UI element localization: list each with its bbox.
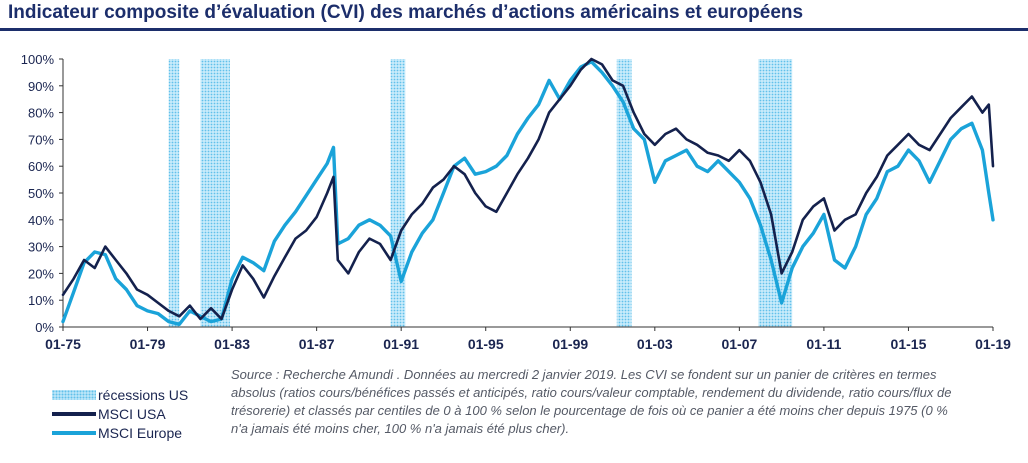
y-tick-label: 80% — [28, 106, 54, 121]
y-tick-label: 30% — [28, 240, 54, 255]
x-tick-label: 01-07 — [721, 336, 757, 352]
y-tick-label: 10% — [28, 293, 54, 308]
recession-band-3 — [616, 59, 632, 327]
x-tick-label: 01-91 — [383, 336, 419, 352]
x-tick-label: 01-75 — [45, 336, 81, 352]
recession-band-1 — [200, 59, 230, 327]
x-tick-label: 01-11 — [806, 336, 841, 352]
recession-swatch — [52, 389, 96, 400]
title-underline — [0, 28, 1028, 31]
y-tick-label: 40% — [28, 213, 54, 228]
legend-label-europe: MSCI Europe — [98, 424, 183, 441]
legend-item-recessions: récessions US — [52, 385, 188, 404]
x-tick-label: 01-79 — [130, 336, 166, 352]
y-tick-label: 0% — [35, 320, 54, 335]
chart-title: Indicateur composite d’évaluation (CVI) … — [8, 2, 804, 23]
legend: récessions US MSCI USA MSCI Europe — [52, 385, 188, 442]
recession-band-0 — [168, 59, 180, 327]
x-tick-label: 01-15 — [891, 336, 927, 352]
legend-label-recessions: récessions US — [98, 386, 189, 403]
y-tick-label: 60% — [28, 159, 54, 174]
x-tick-label: 01-03 — [637, 336, 673, 352]
x-tick-label: 01-83 — [214, 336, 250, 352]
legend-item-usa: MSCI USA — [52, 404, 188, 423]
x-tick-label: 01-95 — [468, 336, 504, 352]
legend-label-usa: MSCI USA — [98, 405, 166, 422]
y-tick-label: 50% — [28, 186, 54, 201]
europe-swatch — [52, 430, 96, 435]
usa-swatch — [52, 411, 96, 416]
legend-item-europe: MSCI Europe — [52, 423, 188, 442]
x-tick-label: 01-19 — [975, 336, 1011, 352]
recession-band-2 — [390, 59, 406, 327]
y-tick-label: 70% — [28, 132, 54, 147]
series-line-msci-usa — [61, 57, 995, 321]
x-tick-label: 01-99 — [552, 336, 588, 352]
y-tick-label: 100% — [21, 52, 55, 67]
x-tick-label: 01-87 — [299, 336, 335, 352]
y-tick-label: 90% — [28, 79, 54, 94]
y-tick-label: 20% — [28, 266, 54, 281]
source-note: Source : Recherche Amundi . Données au m… — [231, 367, 952, 436]
